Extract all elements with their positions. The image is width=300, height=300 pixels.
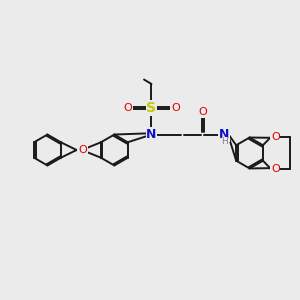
Text: O: O [123, 103, 132, 113]
Text: O: O [271, 164, 280, 174]
Text: N: N [146, 128, 157, 141]
Text: O: O [199, 107, 207, 117]
Text: O: O [171, 103, 180, 113]
Text: H: H [221, 136, 228, 146]
Text: N: N [219, 128, 230, 141]
Text: O: O [78, 145, 87, 155]
Text: S: S [146, 101, 157, 115]
Text: O: O [271, 132, 280, 142]
